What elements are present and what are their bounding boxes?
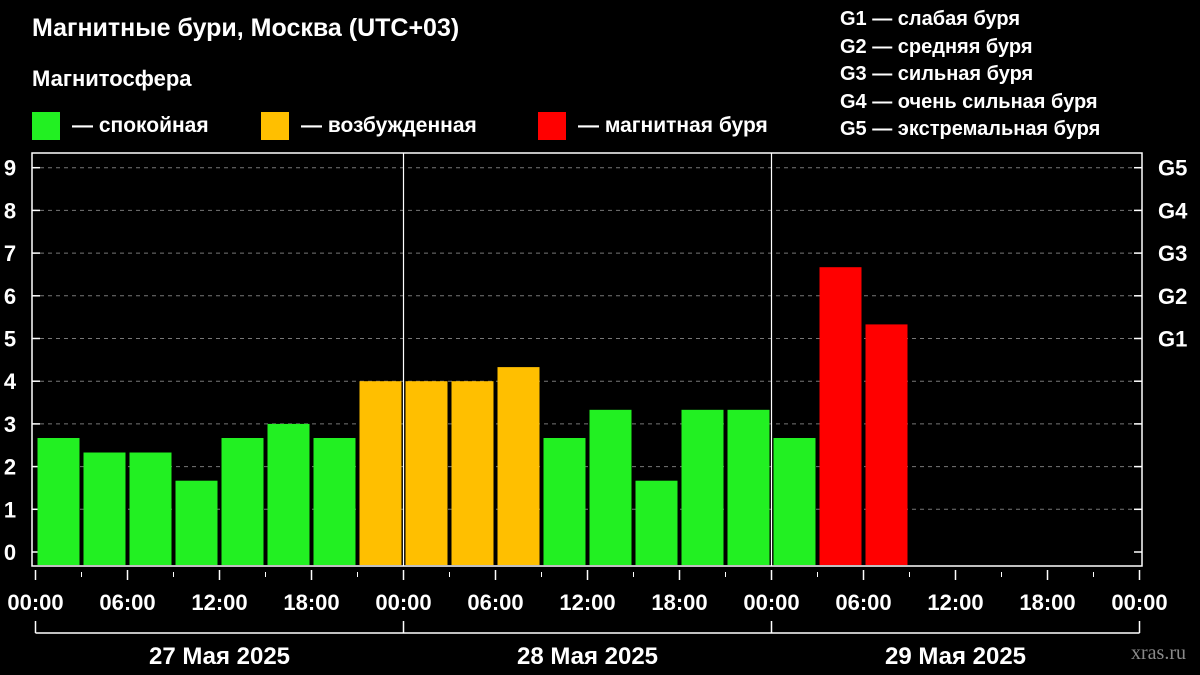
y-tick-label: 9 bbox=[4, 156, 16, 181]
storm-level-g3: G3 — сильная буря bbox=[840, 63, 1034, 85]
watermark: xras.ru bbox=[1131, 642, 1186, 664]
storm-level-g4: G4 — очень сильная буря bbox=[840, 90, 1098, 113]
storm-level-g2: G2 — средняя буря bbox=[840, 35, 1033, 58]
chart-title: Магнитные бури, Москва (UTC+03) bbox=[32, 14, 460, 42]
kp-bar bbox=[175, 480, 218, 565]
x-tick-label: 18:00 bbox=[1019, 590, 1075, 615]
right-tick-label: G5 bbox=[1158, 156, 1187, 181]
kp-bar bbox=[865, 324, 908, 565]
kp-bar bbox=[129, 452, 172, 565]
kp-bar bbox=[543, 437, 586, 565]
chart-subtitle: Магнитосфера bbox=[32, 66, 192, 91]
kp-bar bbox=[313, 437, 356, 565]
x-tick-label: 00:00 bbox=[375, 590, 431, 615]
y-tick-label: 1 bbox=[4, 497, 16, 522]
x-tick-label: 06:00 bbox=[467, 590, 523, 615]
right-tick-label: G2 bbox=[1158, 284, 1187, 309]
storm-level-g5: G5 — экстремальная буря bbox=[840, 118, 1101, 140]
kp-bar bbox=[83, 452, 126, 565]
kp-bar bbox=[221, 437, 264, 565]
kp-bar bbox=[819, 267, 862, 565]
legend-swatch-active bbox=[261, 112, 289, 140]
y-tick-label: 2 bbox=[4, 455, 16, 480]
y-tick-label: 0 bbox=[4, 540, 16, 565]
kp-bar bbox=[727, 409, 770, 565]
legend-swatch-storm bbox=[538, 112, 566, 140]
kp-bar bbox=[359, 381, 402, 565]
kp-bar bbox=[635, 480, 678, 565]
right-tick-label: G3 bbox=[1158, 241, 1187, 266]
kp-bar bbox=[681, 409, 724, 565]
storm-level-g1: G1 — слабая буря bbox=[840, 8, 1021, 30]
right-tick-label: G1 bbox=[1158, 327, 1187, 352]
y-tick-label: 8 bbox=[4, 198, 16, 223]
kp-bar bbox=[773, 437, 816, 565]
kp-bar bbox=[267, 423, 310, 565]
kp-bar bbox=[589, 409, 632, 565]
x-tick-label: 18:00 bbox=[651, 590, 707, 615]
kp-bar bbox=[451, 381, 494, 565]
legend-label-storm: — магнитная буря bbox=[578, 114, 768, 137]
x-tick-label: 18:00 bbox=[283, 590, 339, 615]
legend-label-active: — возбужденная bbox=[301, 114, 477, 137]
date-label: 27 Мая 2025 bbox=[149, 643, 290, 670]
date-label: 29 Мая 2025 bbox=[885, 643, 1026, 670]
kp-bar bbox=[37, 437, 80, 565]
y-tick-label: 5 bbox=[4, 327, 16, 352]
x-tick-label: 06:00 bbox=[835, 590, 891, 615]
kp-bar bbox=[497, 367, 540, 565]
plot-frame bbox=[31, 152, 1143, 567]
legend-label-quiet: — спокойная bbox=[72, 114, 209, 137]
y-tick-label: 3 bbox=[4, 412, 16, 437]
x-tick-label: 00:00 bbox=[743, 590, 799, 615]
y-tick-label: 7 bbox=[4, 241, 16, 266]
y-tick-label: 4 bbox=[4, 369, 17, 394]
date-label: 28 Мая 2025 bbox=[517, 643, 658, 670]
x-tick-label: 12:00 bbox=[191, 590, 247, 615]
right-tick-label: G4 bbox=[1158, 198, 1188, 223]
x-tick-label: 12:00 bbox=[927, 590, 983, 615]
y-tick-label: 6 bbox=[4, 284, 16, 309]
x-tick-label: 12:00 bbox=[559, 590, 615, 615]
storm-level-legend: G1 — слабая буря G2 — средняя буря G3 — … bbox=[840, 6, 1100, 144]
x-tick-label: 00:00 bbox=[7, 590, 63, 615]
kp-bar bbox=[405, 381, 448, 565]
x-tick-label: 06:00 bbox=[99, 590, 155, 615]
legend-swatch-quiet bbox=[32, 112, 60, 140]
x-tick-label: 00:00 bbox=[1111, 590, 1167, 615]
